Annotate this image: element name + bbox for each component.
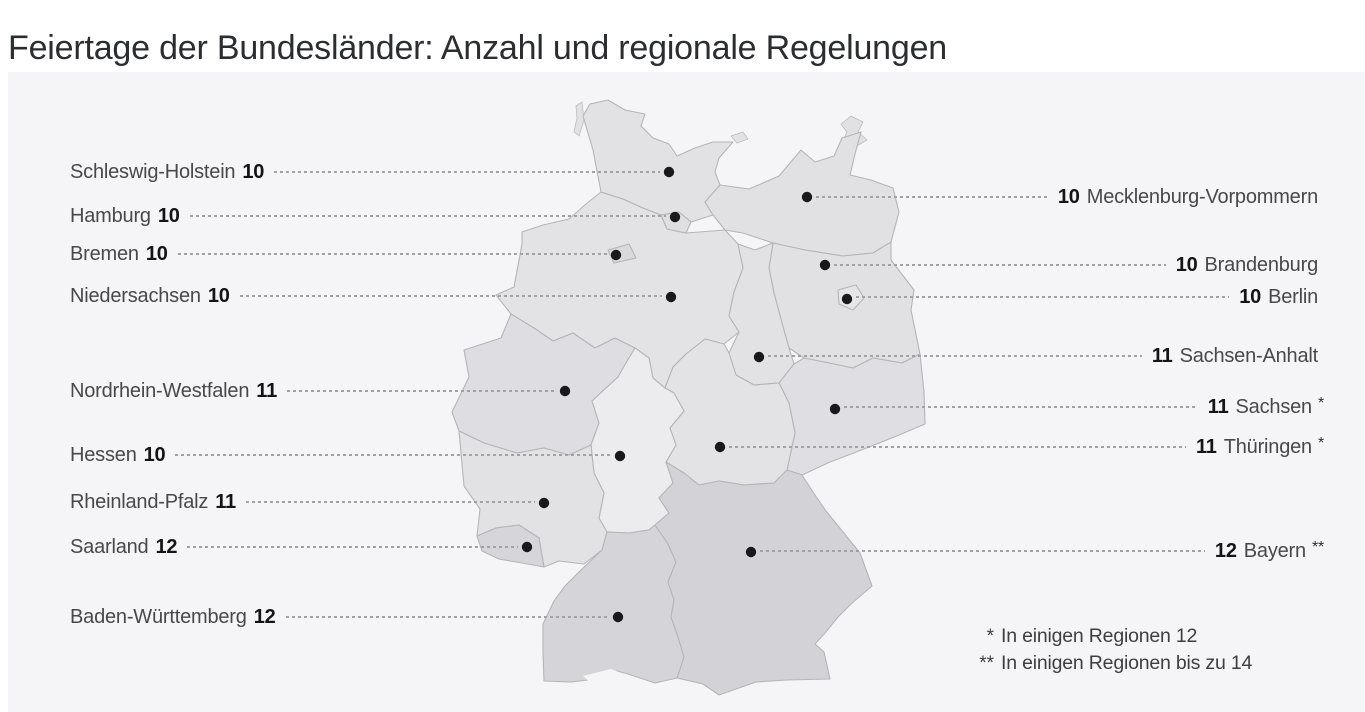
state-label: Hamburg 10 (70, 204, 180, 227)
state-label: Saarland 12 (70, 535, 178, 558)
infographic-panel: Schleswig-Holstein 10 Hamburg 10 Bremen 10 … (8, 72, 1365, 712)
legend-item-hessen: Hessen 10 (70, 442, 611, 468)
legend-item-nordrhein-westfalen: Nordrhein-Westfalen 11 (70, 378, 556, 404)
legend-item-brandenburg: 10 Brandenburg (834, 252, 1324, 278)
dot-brandenburg (819, 259, 831, 271)
leader-line (285, 616, 609, 618)
dot-bayern (745, 546, 757, 558)
footnote-single-asterisk: * In einigen Regionen 12 (964, 623, 1252, 650)
footnote-text: In einigen Regionen bis zu 14 (1001, 652, 1253, 674)
state-mecklenburg-vorpommern (704, 131, 900, 257)
legend-item-bremen: Bremen 10 (70, 241, 607, 267)
state-label: Schleswig-Holstein 10 (70, 160, 265, 183)
dot-rheinland-pfalz (538, 497, 550, 509)
state-label: Bremen 10 (70, 242, 168, 265)
legend-item-niedersachsen: Niedersachsen 10 (70, 283, 662, 309)
state-label: 11 Sachsen * (1207, 395, 1324, 418)
legend-item-bayern: 12 Bayern ** (760, 538, 1324, 564)
legend-item-rheinland-pfalz: Rheinland-Pfalz 11 (70, 489, 535, 515)
state-label: Hessen 10 (70, 443, 166, 466)
dot-sachsen-anhalt (753, 351, 765, 363)
state-label: Nordrhein-Westfalen 11 (70, 379, 277, 402)
state-label: 11 Thüringen * (1195, 435, 1324, 458)
footnotes: * In einigen Regionen 12 ** In einigen Reg… (964, 623, 1252, 677)
state-bayern (654, 461, 873, 696)
legend-item-mecklenburg-vorpommern: 10 Mecklenburg-Vorpommern (816, 184, 1324, 210)
leader-line (729, 446, 1186, 448)
legend-item-sachsen-anhalt: 11 Sachsen-Anhalt (768, 343, 1324, 369)
leader-line (187, 546, 518, 548)
legend-item-baden-wuerttemberg: Baden-Württemberg 12 (70, 604, 609, 630)
leader-line (856, 296, 1230, 298)
dot-mecklenburg-vorpommern (801, 191, 813, 203)
leader-line (760, 550, 1205, 552)
state-label: 10 Mecklenburg-Vorpommern (1057, 186, 1318, 208)
legend-item-thueringen: 11 Thüringen * (729, 434, 1324, 460)
footnote-marker: * (986, 625, 994, 647)
footnote-marker: ** (979, 652, 994, 674)
lake-bodensee (583, 669, 639, 688)
leader-line (177, 253, 607, 255)
state-label: 12 Bayern ** (1214, 539, 1324, 562)
page-title: Feiertage der Bundesländer: Anzahl und r… (8, 28, 948, 67)
germany-map (451, 99, 926, 696)
dot-niedersachsen (665, 291, 677, 303)
leader-line (287, 390, 556, 392)
legend-item-saarland: Saarland 12 (70, 534, 518, 560)
legend-item-hamburg: Hamburg 10 (70, 203, 666, 229)
state-label: Baden-Württemberg 12 (70, 605, 276, 628)
leader-line (834, 264, 1166, 266)
leader-line (768, 355, 1142, 357)
leader-line (175, 454, 611, 456)
dot-baden-wuerttemberg (612, 611, 624, 623)
legend-item-sachsen: 11 Sachsen * (844, 394, 1324, 420)
island-sylt (573, 101, 585, 137)
dot-schleswig-holstein (663, 166, 675, 178)
dot-bremen (610, 249, 622, 261)
leader-line (274, 171, 660, 173)
dot-hamburg (669, 211, 681, 223)
leader-line (239, 295, 662, 297)
state-label: Niedersachsen 10 (70, 284, 230, 307)
leader-line (816, 196, 1048, 198)
dot-berlin (841, 293, 853, 305)
leader-line (245, 501, 535, 503)
dot-hessen (614, 450, 626, 462)
footnote-double-asterisk: ** In einigen Regionen bis zu 14 (964, 650, 1252, 677)
dot-saarland (521, 541, 533, 553)
footnote-text: In einigen Regionen 12 (1001, 625, 1198, 647)
legend-item-schleswig-holstein: Schleswig-Holstein 10 (70, 159, 660, 185)
leader-line (844, 406, 1198, 408)
dot-nordrhein-westfalen (559, 385, 571, 397)
leader-line (189, 215, 666, 217)
state-label: 10 Berlin (1239, 286, 1318, 308)
island-fehmarn (730, 131, 749, 144)
state-label: 11 Sachsen-Anhalt (1151, 345, 1318, 367)
dot-thueringen (714, 441, 726, 453)
state-label: Rheinland-Pfalz 11 (70, 490, 236, 513)
dot-sachsen (829, 403, 841, 415)
state-label: 10 Brandenburg (1175, 254, 1319, 276)
legend-item-berlin: 10 Berlin (856, 284, 1324, 310)
